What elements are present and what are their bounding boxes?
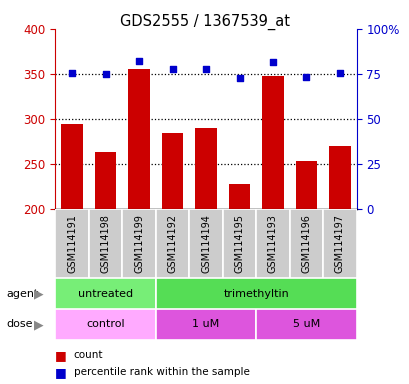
Bar	[89, 209, 122, 278]
Text: control: control	[86, 319, 125, 329]
Bar	[128, 70, 150, 209]
Point	[135, 58, 142, 65]
Bar	[61, 124, 83, 209]
Point	[236, 74, 242, 81]
Bar	[256, 309, 356, 340]
Text: count: count	[74, 350, 103, 360]
Text: dose: dose	[6, 319, 33, 329]
Bar	[94, 152, 116, 209]
Bar	[55, 278, 155, 309]
Text: GSM114194: GSM114194	[200, 214, 211, 273]
Text: GSM114192: GSM114192	[167, 214, 177, 273]
Bar	[55, 209, 89, 278]
Text: ■: ■	[55, 349, 67, 362]
Point	[336, 70, 342, 76]
Bar	[261, 76, 283, 209]
Text: untreated: untreated	[78, 289, 133, 299]
Text: ▶: ▶	[34, 318, 44, 331]
Bar	[161, 132, 183, 209]
Bar	[322, 209, 356, 278]
Text: trimethyltin: trimethyltin	[223, 289, 288, 299]
Text: GSM114197: GSM114197	[334, 214, 344, 273]
Text: percentile rank within the sample: percentile rank within the sample	[74, 367, 249, 377]
Text: GSM114196: GSM114196	[301, 214, 311, 273]
Point	[302, 74, 309, 80]
Bar	[55, 309, 155, 340]
Text: 1 uM: 1 uM	[192, 319, 219, 329]
Bar	[256, 209, 289, 278]
Point	[169, 65, 175, 71]
Text: GSM114198: GSM114198	[100, 214, 110, 273]
Bar	[122, 209, 155, 278]
Text: ■: ■	[55, 366, 67, 379]
Text: 5 uM: 5 uM	[292, 319, 319, 329]
Point	[202, 66, 209, 73]
Point	[69, 70, 75, 76]
Point	[269, 59, 276, 65]
Text: GSM114199: GSM114199	[134, 214, 144, 273]
Bar	[155, 309, 256, 340]
Text: GSM114191: GSM114191	[67, 214, 77, 273]
Bar	[155, 278, 356, 309]
Bar	[189, 209, 222, 278]
Text: GDS2555 / 1367539_at: GDS2555 / 1367539_at	[120, 13, 289, 30]
Text: ▶: ▶	[34, 287, 44, 300]
Text: agent: agent	[6, 289, 38, 299]
Bar	[195, 128, 216, 209]
Bar	[295, 161, 317, 209]
Bar	[228, 184, 250, 209]
Bar	[328, 146, 350, 209]
Text: GSM114195: GSM114195	[234, 214, 244, 273]
Point	[102, 71, 109, 77]
Bar	[222, 209, 256, 278]
Bar	[155, 209, 189, 278]
Text: GSM114193: GSM114193	[267, 214, 277, 273]
Bar	[289, 209, 322, 278]
